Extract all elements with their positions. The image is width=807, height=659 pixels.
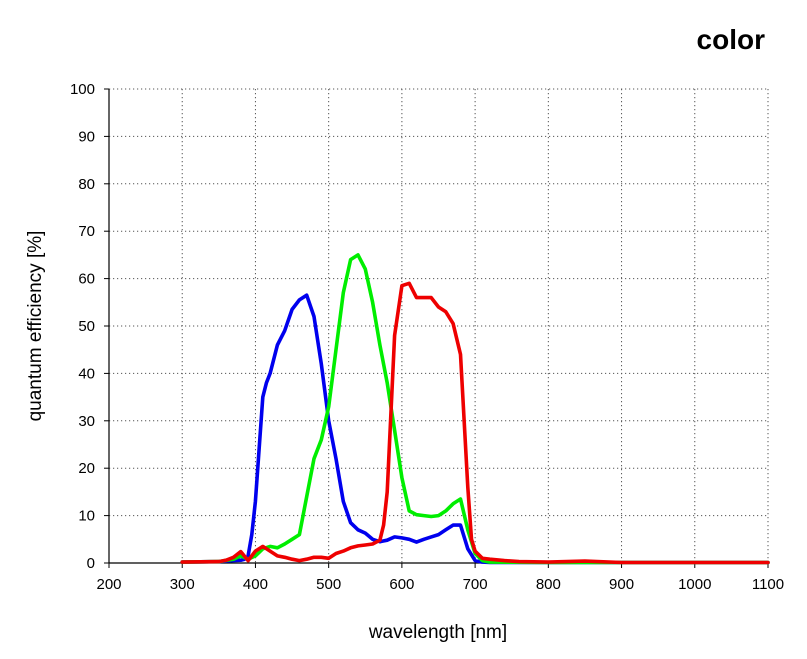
- x-tick-label: 400: [243, 576, 268, 593]
- x-tick-label: 900: [609, 576, 634, 593]
- x-tick-label: 200: [96, 576, 121, 593]
- red-series-line: [180, 281, 770, 565]
- x-axis-label: wavelength [nm]: [368, 622, 507, 643]
- y-tick-label: 90: [78, 128, 95, 145]
- x-tick-label: 1100: [752, 576, 784, 593]
- series-lines: [180, 253, 770, 565]
- tick-labels: 200 300 400 500 600 700 800 900 1000 1100 0 10 20 30 4…: [70, 81, 784, 593]
- x-tick-label: 800: [536, 576, 561, 593]
- y-tick-label: 20: [78, 460, 95, 477]
- grid-lines: [109, 88, 769, 563]
- y-tick-label: 80: [78, 176, 95, 193]
- y-tick-label: 40: [78, 365, 95, 382]
- y-tick-label: 70: [78, 223, 95, 240]
- y-tick-label: 60: [78, 271, 95, 288]
- y-tick-label: 0: [87, 555, 95, 572]
- x-tick-label: 1000: [678, 576, 711, 593]
- x-tick-label: 600: [389, 576, 414, 593]
- x-tick-label: 300: [170, 576, 195, 593]
- x-tick-label: 700: [463, 576, 488, 593]
- y-tick-label: 10: [78, 508, 95, 525]
- y-tick-label: 50: [78, 318, 95, 335]
- y-axis-label: quantum efficiency [%]: [25, 231, 46, 422]
- chart-title: color: [696, 24, 765, 55]
- y-tick-label: 30: [78, 413, 95, 430]
- green-series-line: [180, 253, 770, 565]
- axes: [104, 88, 769, 568]
- y-tick-label: 100: [70, 81, 95, 98]
- x-tick-label: 500: [316, 576, 341, 593]
- blue-series-line: [180, 293, 770, 565]
